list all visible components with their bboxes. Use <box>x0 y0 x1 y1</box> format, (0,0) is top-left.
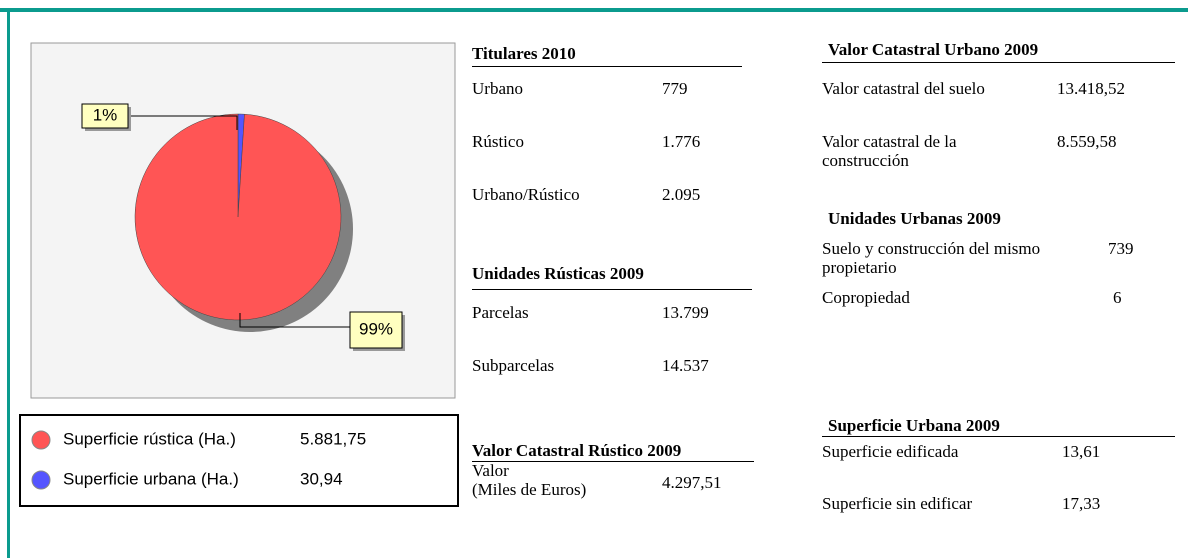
row-value: 4.297,51 <box>662 473 722 492</box>
row-value: 13,61 <box>1062 442 1101 461</box>
section-title: Valor Catastral Urbano 2009 <box>828 40 1039 59</box>
data-label: 99% <box>359 319 393 338</box>
legend-swatch <box>31 470 51 490</box>
row-value: 6 <box>1113 288 1122 307</box>
section-title: Valor Catastral Rústico 2009 <box>472 441 682 460</box>
label-box <box>349 311 403 349</box>
row-value: 13.418,52 <box>1057 79 1125 98</box>
legend-value: 5.881,75 <box>300 429 366 448</box>
row-value: 779 <box>662 79 688 98</box>
leader-line <box>239 313 350 328</box>
row-value: 2.095 <box>662 185 701 204</box>
section-rule <box>822 436 1175 437</box>
row-value: 13.799 <box>662 303 709 322</box>
data-label: 1% <box>93 105 118 124</box>
section-title: Unidades Rústicas 2009 <box>472 264 644 283</box>
row-label: Valor (Miles de Euros) <box>472 461 587 499</box>
row-label: Superficie edificada <box>822 442 959 461</box>
row-label: Parcelas <box>472 303 529 322</box>
legend-value: 30,94 <box>300 469 343 488</box>
section-title: Unidades Urbanas 2009 <box>828 209 1001 228</box>
section-title: Titulares 2010 <box>472 44 576 63</box>
frame-border <box>7 8 10 558</box>
row-label: Valor catastral del suelo <box>822 79 985 98</box>
row-label: Copropiedad <box>822 288 910 307</box>
section-rule <box>472 289 752 290</box>
label-box <box>81 103 129 129</box>
row-label: Suelo y construcción del mismo propietar… <box>822 239 1041 277</box>
pie-slice <box>134 113 342 321</box>
section-rule <box>472 66 742 67</box>
legend-box <box>19 414 459 507</box>
row-label: Urbano <box>472 79 523 98</box>
leader-line <box>128 115 238 130</box>
frame-border <box>0 8 1188 12</box>
row-label: Subparcelas <box>472 356 555 375</box>
legend-label: Superficie urbana (Ha.) <box>63 469 239 488</box>
section-title: Superficie Urbana 2009 <box>828 416 1000 435</box>
row-value: 1.776 <box>662 132 701 151</box>
legend-swatch <box>31 430 51 450</box>
section-rule <box>822 62 1175 63</box>
row-label: Superficie sin edificar <box>822 494 973 513</box>
legend-label: Superficie rústica (Ha.) <box>63 429 236 448</box>
row-value: 739 <box>1108 239 1134 258</box>
row-value: 14.537 <box>662 356 709 375</box>
row-value: 8.559,58 <box>1057 132 1117 151</box>
row-label: Rústico <box>472 132 524 151</box>
row-label: Urbano/Rústico <box>472 185 580 204</box>
section-rule <box>472 461 754 462</box>
row-value: 17,33 <box>1062 494 1101 513</box>
row-label: Valor catastral de la construcción <box>822 132 957 170</box>
